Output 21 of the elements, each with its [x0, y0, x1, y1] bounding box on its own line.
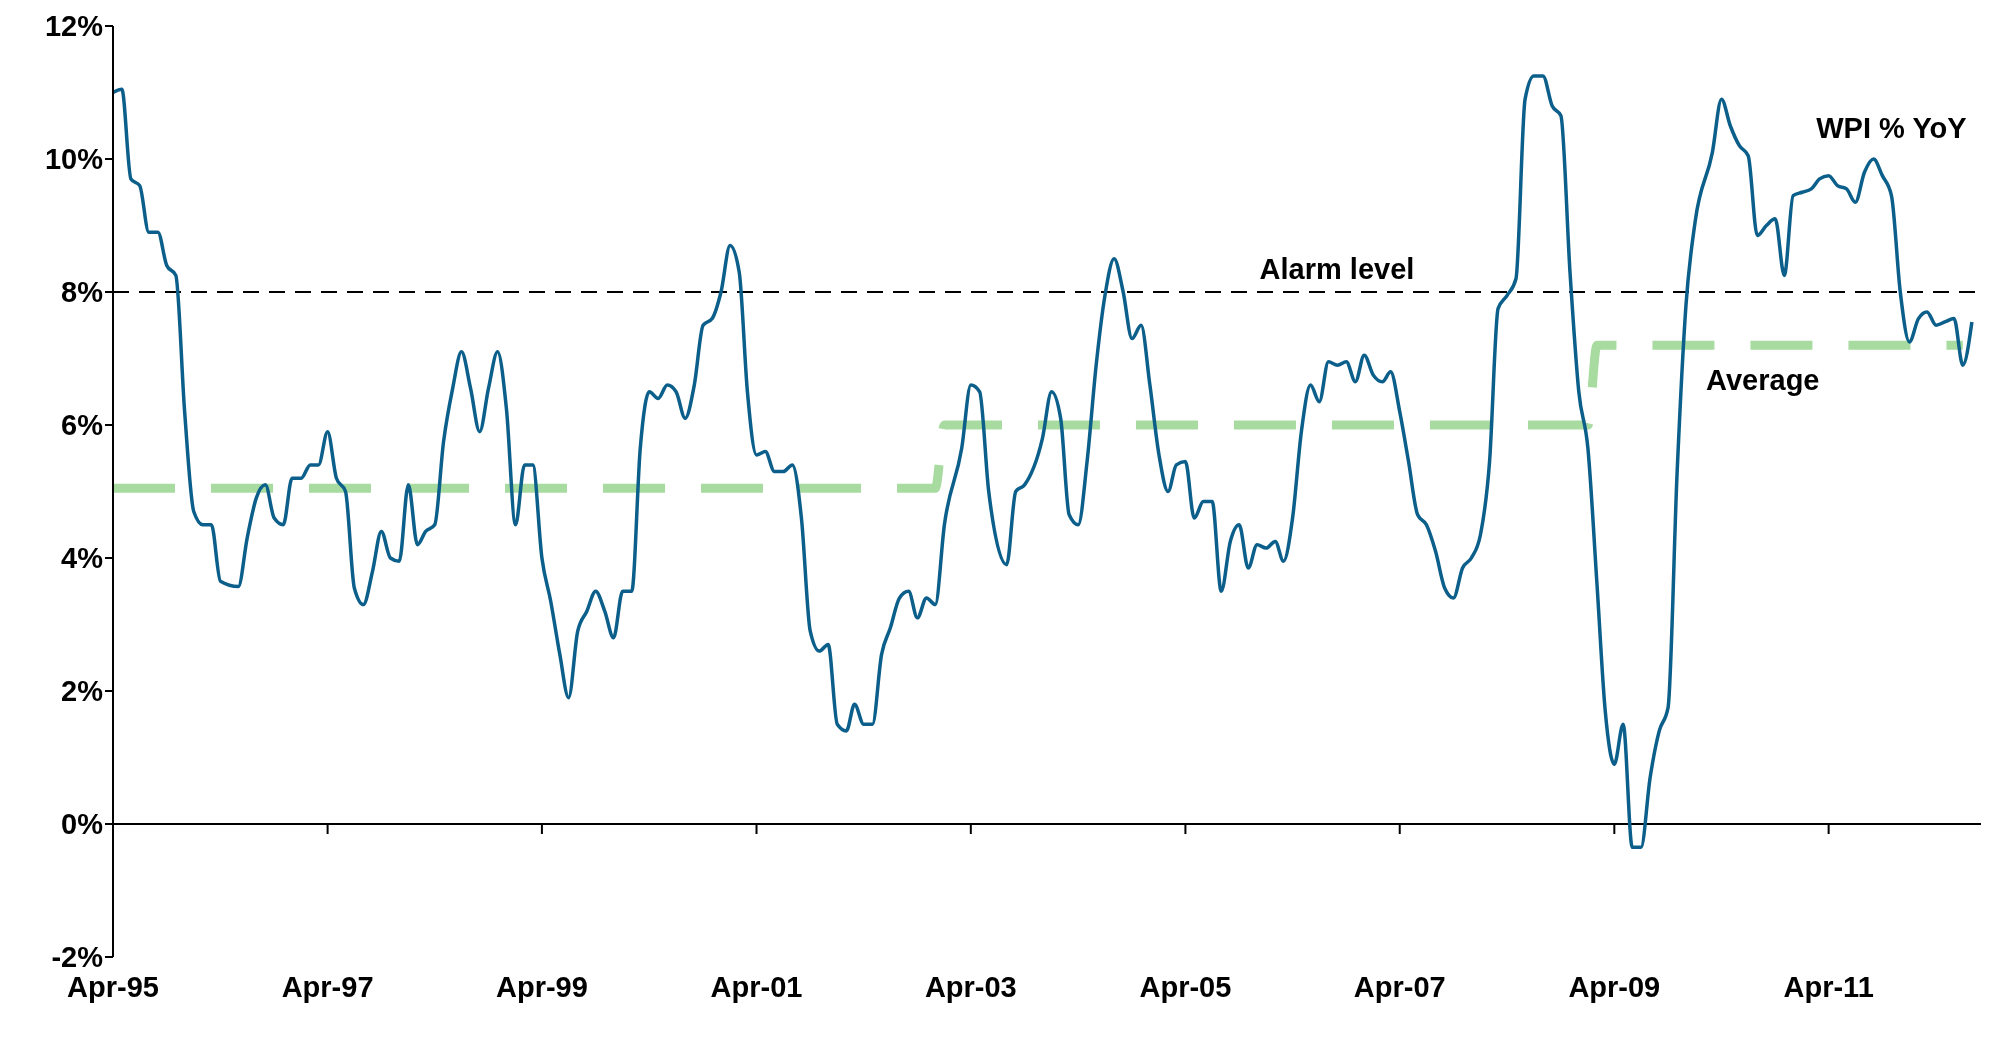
y-tick-label: 10% [44, 143, 104, 176]
y-tick-label: -2% [51, 941, 104, 974]
ref-line-label: Alarm level [1259, 253, 1415, 285]
x-tick-label: Apr-01 [710, 971, 803, 1003]
x-tick-label: Apr-09 [1568, 971, 1661, 1003]
y-tick-label: 8% [61, 276, 104, 309]
x-tick-label: Apr-97 [281, 971, 374, 1003]
y-tick-label: 4% [61, 542, 104, 575]
y-tick-label: 12% [44, 10, 104, 43]
y-tick-label: 0% [61, 808, 104, 841]
line-series [113, 74, 1974, 850]
x-tick-label: Apr-99 [495, 971, 588, 1003]
y-tick-label: 2% [61, 675, 104, 708]
series-label: Average [1706, 364, 1820, 397]
x-tick-label: Apr-03 [924, 971, 1017, 1003]
x-tick-label: Apr-05 [1139, 971, 1232, 1003]
x-tick-label: Apr-07 [1353, 971, 1446, 1003]
y-tick-label: 6% [61, 409, 104, 442]
x-tick-label: Apr-11 [1783, 971, 1874, 1003]
series-label: WPI % YoY [1816, 111, 1967, 144]
x-tick-label: Apr-95 [67, 971, 159, 1003]
